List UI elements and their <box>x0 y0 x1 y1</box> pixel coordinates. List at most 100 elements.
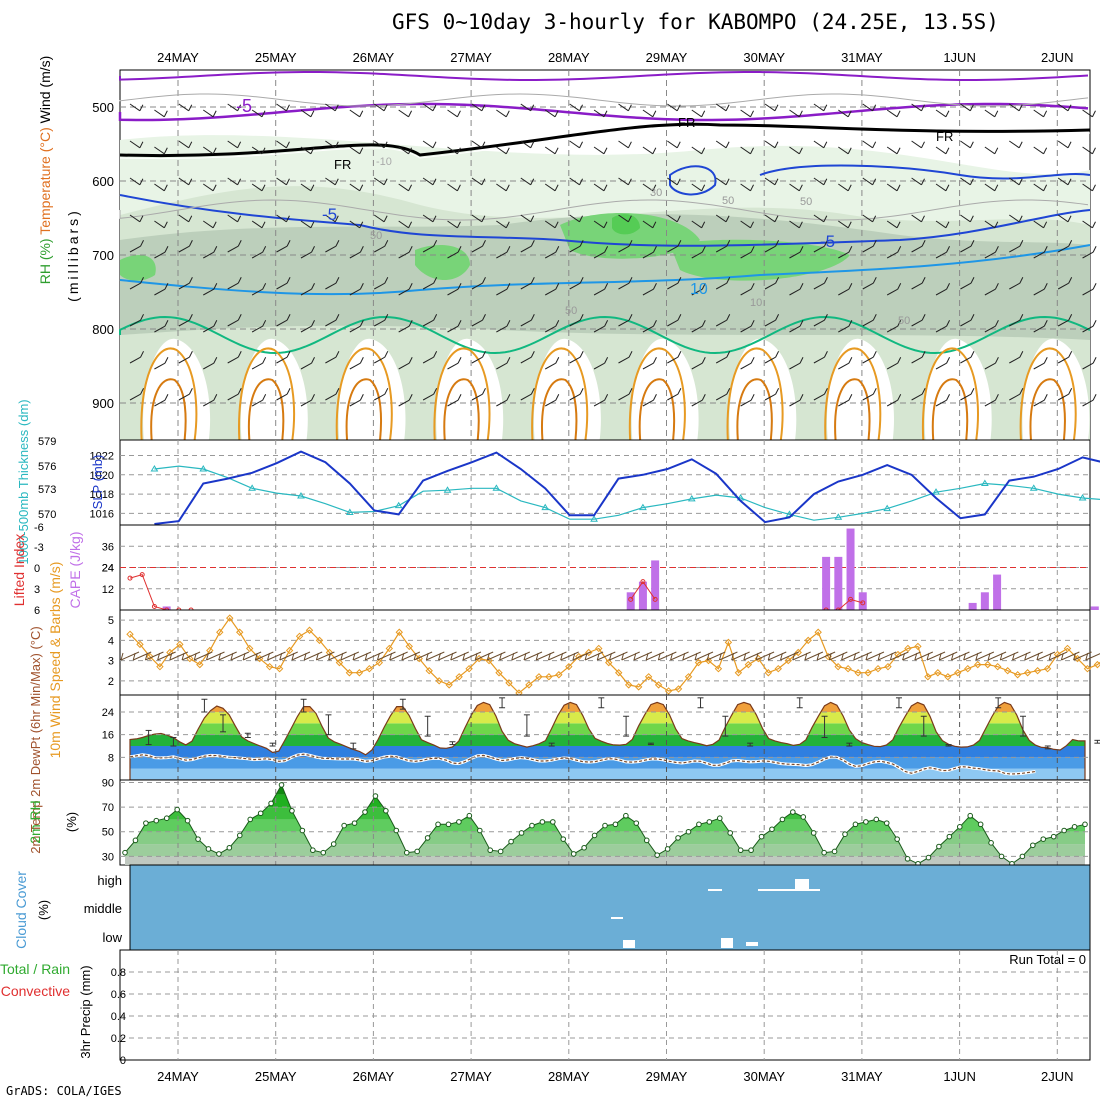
dry-pocket <box>436 338 504 440</box>
wind-speed-point <box>285 646 294 655</box>
wind-barb-flag <box>140 388 144 395</box>
wind-barb <box>520 319 532 327</box>
wind-barb <box>487 651 506 661</box>
wind-speed-point <box>974 660 982 669</box>
rh-point <box>664 846 671 852</box>
wind-speed-point <box>924 673 932 681</box>
wind-barb-flag <box>193 652 197 661</box>
wind-barb-flag <box>408 246 413 253</box>
wind-barb-flag <box>604 394 609 401</box>
wind-barb <box>422 177 434 186</box>
rh-point <box>362 809 368 815</box>
wind-barb <box>548 651 567 661</box>
wind-barb-flag <box>750 184 754 191</box>
wind-barb-flag <box>1092 110 1096 117</box>
wind-barb-flag <box>994 184 999 191</box>
wind-barb <box>740 362 752 370</box>
wind-barb-flag <box>1018 178 1023 185</box>
wind-barb-flag <box>505 147 510 154</box>
dry-pocket <box>729 338 797 440</box>
wind-barb-flag <box>994 147 999 154</box>
wind-barb <box>129 356 141 364</box>
contour-orange-inner <box>638 378 676 441</box>
wind-speed-point <box>495 669 503 677</box>
rh-point <box>904 856 911 862</box>
cape-tick: 12 <box>102 584 114 596</box>
wind-barb-flag <box>877 652 881 661</box>
wind-barb <box>300 251 312 259</box>
wind-barb-flag <box>823 141 828 148</box>
wind-barb <box>960 393 972 401</box>
wind-barb <box>422 319 434 327</box>
wind-barb-flag <box>506 394 511 401</box>
wind-speed-point <box>694 658 703 667</box>
wind-speed-point <box>425 667 433 675</box>
wind-barb <box>593 325 605 333</box>
wind-barb-flag <box>169 652 173 661</box>
wind-barb-flag <box>652 147 657 154</box>
wind-barb-flag <box>432 141 437 148</box>
wind-barb-flag <box>359 246 364 253</box>
wind-barb-flag <box>701 283 706 290</box>
wind-barb <box>1082 220 1093 229</box>
wind-speed-line <box>129 617 1100 694</box>
wind-barb-flag <box>164 283 169 290</box>
wind-barb <box>154 220 165 229</box>
li-tick: 0 <box>34 563 40 575</box>
wind-barb-flag <box>775 351 780 358</box>
wind-barb <box>593 183 605 192</box>
wind-speed-point <box>794 648 802 657</box>
wind-barb <box>544 399 556 407</box>
wind-barb <box>694 651 714 661</box>
wind-barb <box>829 651 848 661</box>
wind-barb <box>520 103 531 112</box>
wind-barb-flag <box>994 221 999 228</box>
wind-barb-flag <box>848 320 853 327</box>
wind-barb <box>178 103 190 112</box>
date-label-top: 27MAY <box>450 50 492 65</box>
wind-barb <box>618 319 630 327</box>
rh-point <box>977 821 984 828</box>
cloud-level-label: high <box>97 873 122 888</box>
wind-speed-point <box>724 638 733 647</box>
wind-speed-point <box>1043 664 1052 673</box>
wind-barb-flag <box>286 351 291 358</box>
wind-barb <box>1033 220 1044 229</box>
wind-speed-point <box>654 681 663 689</box>
contour-label: -5 <box>820 232 835 251</box>
wind-barb-flag <box>1019 240 1024 247</box>
wind-barb-flag <box>213 357 218 364</box>
wind-barb <box>352 651 372 661</box>
wind-barb <box>789 220 800 229</box>
cloud-block <box>746 942 758 946</box>
wind-barb-flag <box>261 147 266 154</box>
wind-barb-flag <box>237 388 242 395</box>
wind-barb-flag <box>530 104 535 111</box>
wind-barb-flag <box>335 240 340 247</box>
wind-barb <box>886 146 898 155</box>
wind-speed-point <box>844 664 852 673</box>
wind-barb <box>911 356 923 364</box>
wind-speed-point <box>196 660 204 669</box>
wind-barb-flag <box>847 147 852 154</box>
rh-point <box>727 830 734 836</box>
wind-barb-flag <box>328 652 332 661</box>
wind-barb <box>203 399 215 407</box>
wind-barb <box>1036 651 1056 661</box>
wind-speed-point <box>644 673 653 681</box>
wind-barb-flag <box>1043 394 1048 401</box>
rh-point <box>550 819 556 825</box>
cloud-block <box>721 938 733 948</box>
wind-barb-flag <box>237 178 242 185</box>
wind-barb-flag <box>645 652 649 661</box>
wind-barb-flag <box>505 221 510 228</box>
rh-point <box>800 814 807 820</box>
cape-tick: 36 <box>102 541 114 553</box>
wind-speed-point <box>275 664 284 673</box>
wind-barb-flag <box>554 147 559 154</box>
rh-band <box>125 844 1085 857</box>
wind-barb-flag <box>1018 141 1023 148</box>
wind-barb-flag <box>334 104 339 111</box>
wind-barb <box>349 362 361 370</box>
wind-barb-flag <box>359 110 364 117</box>
